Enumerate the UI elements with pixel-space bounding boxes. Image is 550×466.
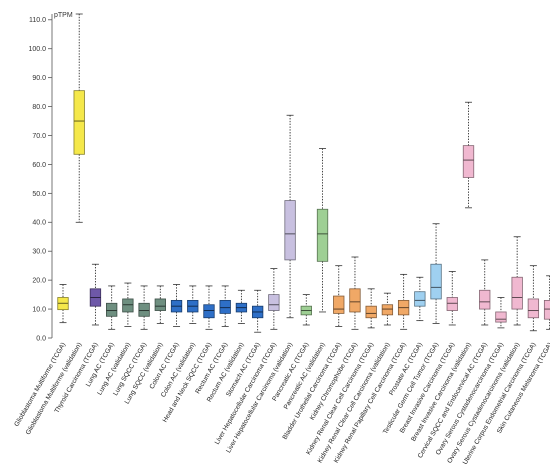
box-body (219, 299, 231, 314)
y-tick-label: 100.0 (28, 46, 46, 53)
box-body (154, 298, 166, 311)
y-axis: 0.0 10.0 20.0 30.0 40.0 50.0 60.0 70.0 80.0 90.0 1… (28, 14, 53, 342)
box-body (349, 288, 361, 313)
y-tick-label: 110.0 (29, 17, 46, 24)
y-tick-label: 20.0 (32, 278, 46, 285)
box-30 (527, 265, 540, 332)
box-9 (187, 285, 199, 324)
box-11 (219, 285, 231, 327)
box-17 (316, 148, 329, 313)
box-13 (251, 289, 264, 333)
box-12 (235, 289, 248, 324)
box-body (479, 289, 491, 310)
box-body (203, 304, 215, 319)
box-4 (106, 285, 118, 330)
box-25 (446, 271, 458, 326)
y-tick-label: 10.0 (32, 306, 46, 313)
box-body (106, 302, 118, 317)
box-23 (414, 276, 426, 322)
box-body (414, 291, 426, 307)
box-body (527, 298, 540, 319)
box-body (268, 294, 280, 311)
y-tick-label: 60.0 (32, 162, 46, 169)
y-tick-label: 40.0 (32, 220, 46, 227)
plot-area (57, 13, 550, 333)
box-body (430, 263, 442, 300)
box-body (381, 304, 394, 316)
y-tick-label: 80.0 (32, 104, 46, 111)
box-6 (138, 285, 150, 330)
box-31 (543, 275, 550, 330)
box-body (495, 311, 507, 323)
box-2 (73, 13, 85, 223)
box-7 (154, 285, 166, 324)
box-22 (397, 273, 410, 330)
box-body (138, 302, 150, 317)
box-15 (284, 114, 296, 319)
box-10 (203, 285, 215, 330)
x-axis-labels: Glioblastoma Multiforme (TCGA)Glioblasto… (13, 341, 550, 465)
box-body (462, 145, 475, 178)
y-tick-label: 30.0 (32, 249, 46, 256)
box-28 (495, 297, 507, 329)
box-3 (89, 263, 102, 326)
box-26 (462, 101, 475, 209)
box-body (73, 90, 85, 155)
y-tick-label: 0.0 (36, 335, 46, 342)
box-27 (479, 259, 491, 326)
box-body (284, 200, 296, 261)
box-body (511, 276, 523, 310)
box-body (316, 208, 329, 262)
box-14 (268, 268, 280, 330)
box-1 (57, 284, 69, 324)
box-body (446, 297, 458, 311)
box-19 (349, 256, 361, 330)
box-16 (300, 294, 312, 326)
box-18 (333, 265, 345, 327)
box-body (543, 299, 550, 320)
box-21 (381, 292, 394, 326)
box-body (122, 298, 134, 313)
box-24 (430, 223, 442, 324)
box-5 (122, 282, 134, 327)
y-tick-label: 90.0 (32, 75, 46, 82)
y-tick-label: 50.0 (32, 191, 46, 198)
box-body (333, 295, 345, 314)
box-29 (511, 236, 523, 326)
y-tick-label: 70.0 (32, 133, 46, 140)
box-body (365, 305, 377, 319)
box-8 (170, 284, 183, 327)
box-20 (365, 288, 377, 329)
y-axis-unit-label: pTPM (54, 12, 73, 19)
